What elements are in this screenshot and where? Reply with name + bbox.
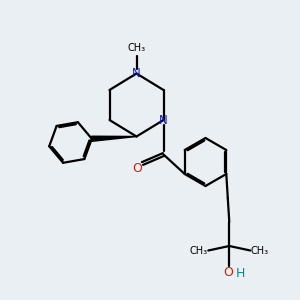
Text: CH₃: CH₃ xyxy=(190,246,208,256)
Text: CH₃: CH₃ xyxy=(251,246,269,256)
Text: O: O xyxy=(132,162,142,176)
Text: CH₃: CH₃ xyxy=(128,43,146,53)
Text: H: H xyxy=(236,267,245,280)
Polygon shape xyxy=(92,136,136,141)
Text: N: N xyxy=(159,113,168,127)
Text: O: O xyxy=(223,266,233,279)
Text: N: N xyxy=(132,67,141,80)
